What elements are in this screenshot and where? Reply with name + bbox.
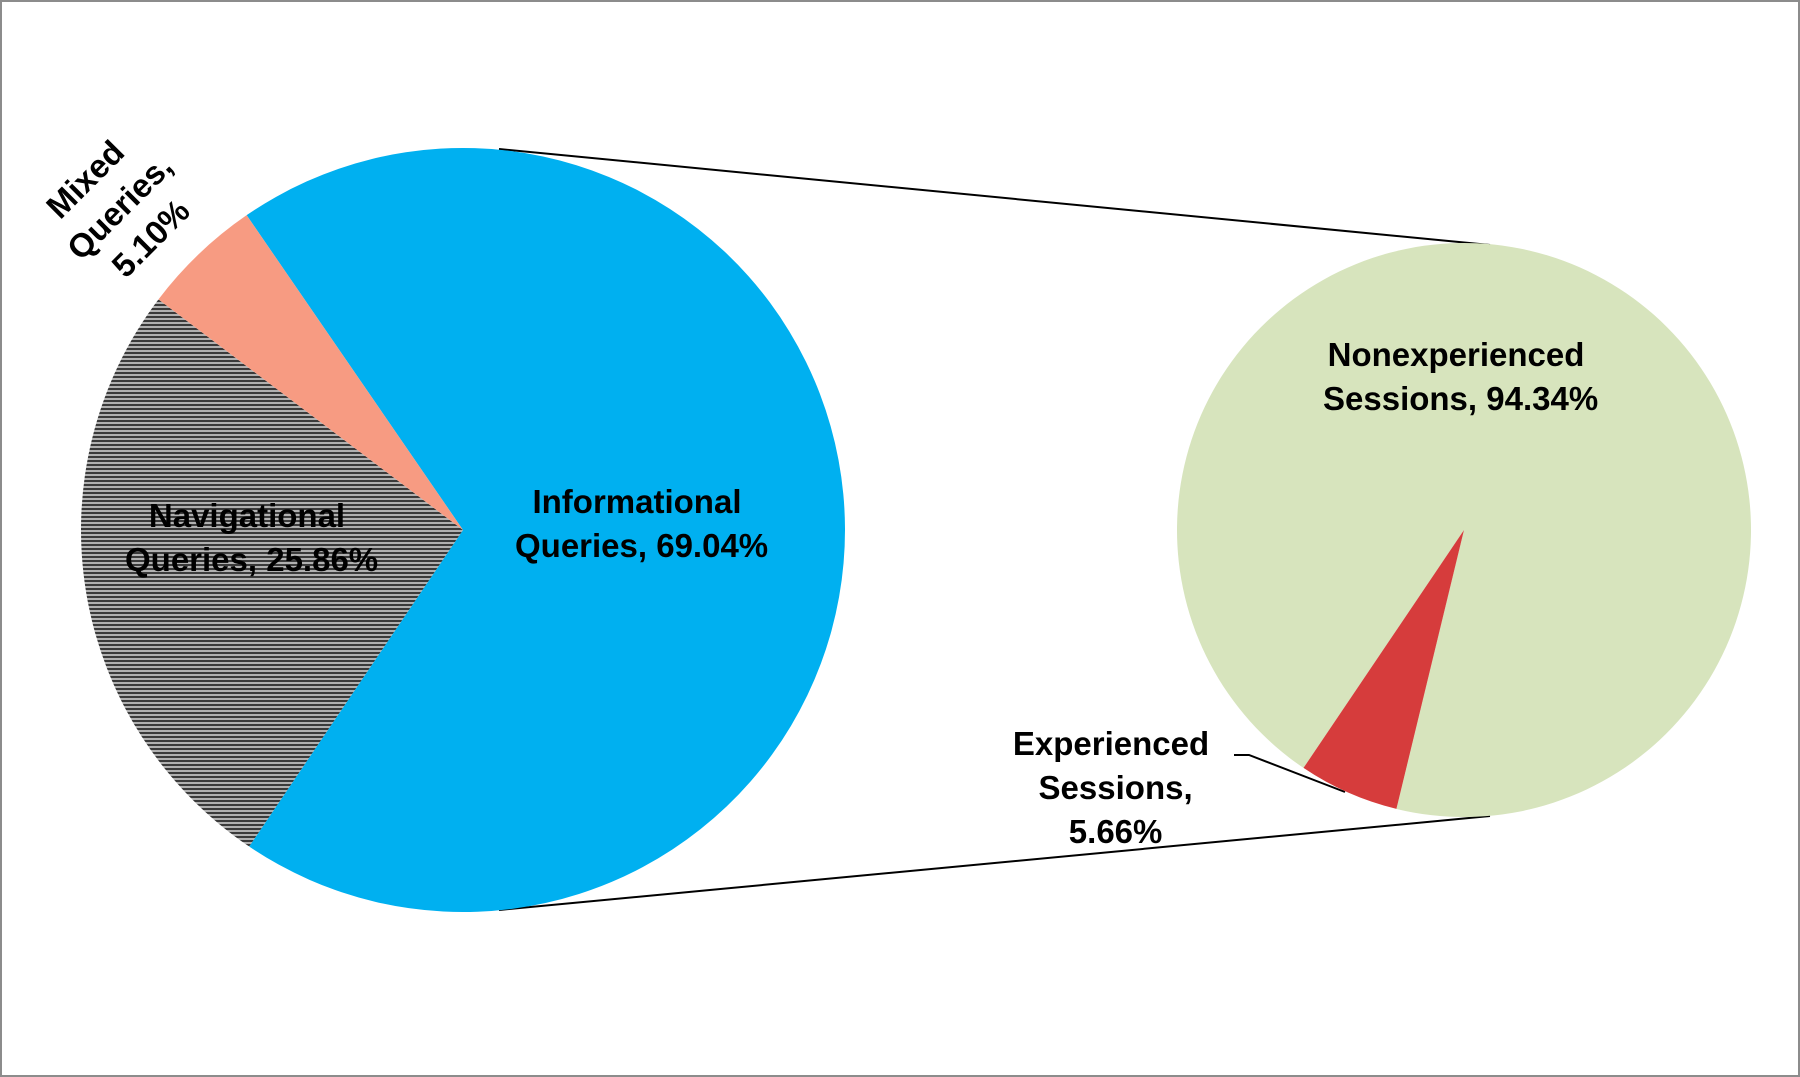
data-label-line: 5.66%	[1060, 813, 1163, 850]
data-label: Nonexperienced Sessions, 94.34%	[1314, 336, 1598, 417]
data-label-line: Sessions,	[1029, 769, 1192, 806]
data-label-line: Nonexperienced	[1328, 336, 1585, 373]
pie-slice	[246, 147, 846, 912]
data-label-line: Queries, 25.86%	[116, 541, 378, 578]
data-label-line: Sessions, 94.34%	[1314, 380, 1598, 417]
pie-slice	[158, 215, 463, 531]
data-label: Navigational Queries, 25.86%	[116, 497, 378, 578]
connector-line	[498, 148, 1491, 246]
data-label-line: Experienced	[1013, 725, 1209, 762]
data-label-line: Informational	[532, 483, 741, 520]
data-label: Experienced Sessions, 5.66%	[1013, 725, 1209, 850]
data-label-line: Queries, 69.04%	[506, 527, 768, 564]
data-label-line: Navigational	[149, 497, 345, 534]
pie-slice	[1303, 530, 1464, 809]
data-label: Informational Queries, 69.04%	[506, 483, 768, 564]
connector-line	[498, 815, 1491, 911]
leader-line	[1234, 754, 1346, 793]
pie-slice	[81, 299, 463, 847]
